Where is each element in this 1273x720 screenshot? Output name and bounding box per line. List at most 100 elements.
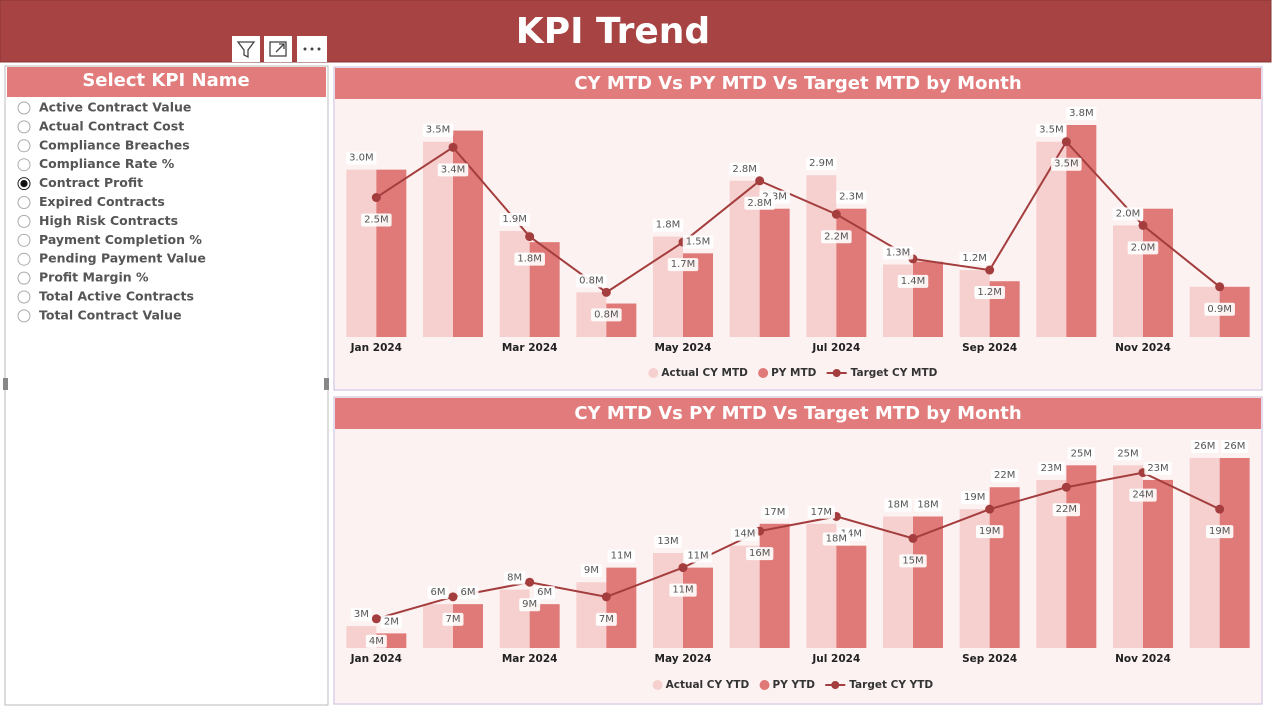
- data-label-bg: [682, 235, 714, 249]
- legend-item[interactable]: PY MTD: [758, 367, 817, 379]
- filter-button[interactable]: [232, 36, 260, 62]
- bar: [653, 553, 683, 648]
- line-point: [908, 533, 918, 543]
- data-label: 19M: [979, 526, 1000, 537]
- data-label: 19M: [964, 492, 985, 503]
- data-label-bg: [607, 549, 636, 563]
- bar: [913, 261, 943, 337]
- data-label-bg: [380, 615, 402, 629]
- radio-selected: [20, 180, 28, 188]
- legend-marker: [759, 680, 770, 690]
- data-label: 1.8M: [517, 254, 542, 265]
- data-label-bg: [959, 252, 990, 266]
- data-label: 2.8M: [747, 198, 772, 209]
- x-tick-label: May 2024: [655, 342, 712, 354]
- data-label: 3.5M: [1054, 159, 1079, 170]
- header-bar: [0, 0, 1272, 63]
- data-label: 3.5M: [426, 125, 451, 136]
- slicer-item[interactable]: Expired Contracts: [17, 194, 165, 209]
- data-label-bg: [595, 612, 617, 626]
- data-label: 22M: [994, 470, 1015, 481]
- data-label: 2.5M: [364, 215, 389, 226]
- legend-label: Actual CY YTD: [666, 679, 750, 691]
- data-label-bg: [899, 554, 927, 568]
- line-point: [1215, 282, 1225, 292]
- radio: [17, 120, 31, 134]
- data-label-bg: [1066, 107, 1097, 120]
- data-label-bg: [1144, 461, 1172, 475]
- slicer-item[interactable]: Total Contract Value: [17, 307, 182, 323]
- legend-item[interactable]: Target CY YTD: [825, 679, 933, 691]
- data-label-bg: [760, 505, 789, 519]
- slicer-item-label: Profit Margin %: [39, 270, 149, 285]
- data-label-bg: [1204, 302, 1235, 316]
- slicer-item[interactable]: Pending Payment Value: [17, 251, 206, 266]
- bar: [1066, 465, 1097, 648]
- slicer-item[interactable]: Total Active Contracts: [17, 289, 194, 304]
- data-label: 18M: [887, 499, 908, 510]
- data-label-bg: [897, 274, 929, 288]
- legend-marker: [832, 369, 841, 377]
- data-label-bg: [442, 612, 464, 626]
- slicer-item-label: Expired Contracts: [39, 194, 165, 209]
- data-label-bg: [361, 213, 392, 227]
- chart-title: CY MTD Vs PY MTD Vs Target MTD by Month: [574, 73, 1021, 94]
- data-label: 2.9M: [809, 158, 834, 169]
- data-label: 11M: [611, 551, 632, 562]
- data-label: 15M: [902, 555, 923, 566]
- data-label-bg: [745, 547, 774, 561]
- line-point: [1138, 220, 1148, 230]
- legend-item[interactable]: Actual CY YTD: [652, 679, 750, 691]
- slicer-item[interactable]: Profit Margin %: [17, 270, 149, 285]
- data-label: 26M: [1194, 441, 1215, 452]
- data-label-bg: [669, 583, 697, 597]
- slicer-item[interactable]: Active Contract Value: [17, 100, 191, 115]
- line-point: [601, 592, 611, 602]
- data-label-bg: [580, 564, 602, 578]
- slicer-item[interactable]: Contract Profit: [17, 175, 143, 191]
- data-label-bg: [499, 213, 530, 226]
- slicer-title-bar: [7, 67, 326, 97]
- resize-handle: [324, 378, 329, 390]
- data-label: 11M: [687, 551, 708, 562]
- radio: [17, 252, 31, 266]
- legend-marker: [648, 368, 659, 378]
- data-label-bg: [422, 123, 454, 137]
- legend-item[interactable]: Target CY MTD: [826, 367, 938, 379]
- legend-item[interactable]: Actual CY MTD: [648, 367, 748, 379]
- data-label: 3.0M: [349, 153, 374, 164]
- legend-label: Target CY MTD: [851, 367, 938, 379]
- visual-toolbar: [232, 36, 327, 62]
- radio: [17, 271, 31, 285]
- radio: [17, 309, 31, 323]
- slicer-item[interactable]: Compliance Breaches: [17, 137, 190, 153]
- resize-handle: [3, 378, 8, 390]
- data-label: 4M: [369, 636, 384, 647]
- legend-label: PY MTD: [771, 367, 817, 379]
- data-label-bg: [514, 252, 545, 266]
- x-tick-label: Sep 2024: [962, 342, 1017, 354]
- data-label: 17M: [764, 507, 785, 518]
- slicer-item[interactable]: Compliance Rate %: [17, 156, 175, 172]
- bar: [1189, 458, 1220, 648]
- data-label-bg: [836, 190, 867, 204]
- data-label-bg: [684, 549, 712, 563]
- focus-button[interactable]: [264, 36, 292, 62]
- slicer-item[interactable]: Actual Contract Cost: [17, 118, 184, 134]
- header-title: KPI Trend: [516, 11, 710, 52]
- legend-item[interactable]: PY YTD: [759, 679, 816, 691]
- data-label-bg: [730, 527, 759, 541]
- line-point: [371, 193, 381, 203]
- data-label-bg: [914, 498, 942, 512]
- data-label: 2.2M: [824, 231, 849, 242]
- data-label: 6M: [461, 587, 476, 598]
- bar: [1219, 458, 1250, 648]
- x-tick-label: Nov 2024: [1115, 653, 1171, 665]
- dot: [317, 47, 321, 51]
- chart-plot-bg: [335, 99, 1261, 389]
- chart-plot-bg: [335, 429, 1261, 703]
- filter-icon: [236, 41, 256, 59]
- slicer-item[interactable]: Payment Completion %: [17, 232, 202, 247]
- data-label-bg: [1052, 503, 1081, 517]
- slicer-item[interactable]: High Risk Contracts: [17, 213, 178, 228]
